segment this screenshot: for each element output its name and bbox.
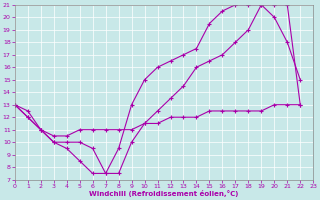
X-axis label: Windchill (Refroidissement éolien,°C): Windchill (Refroidissement éolien,°C) — [89, 190, 239, 197]
